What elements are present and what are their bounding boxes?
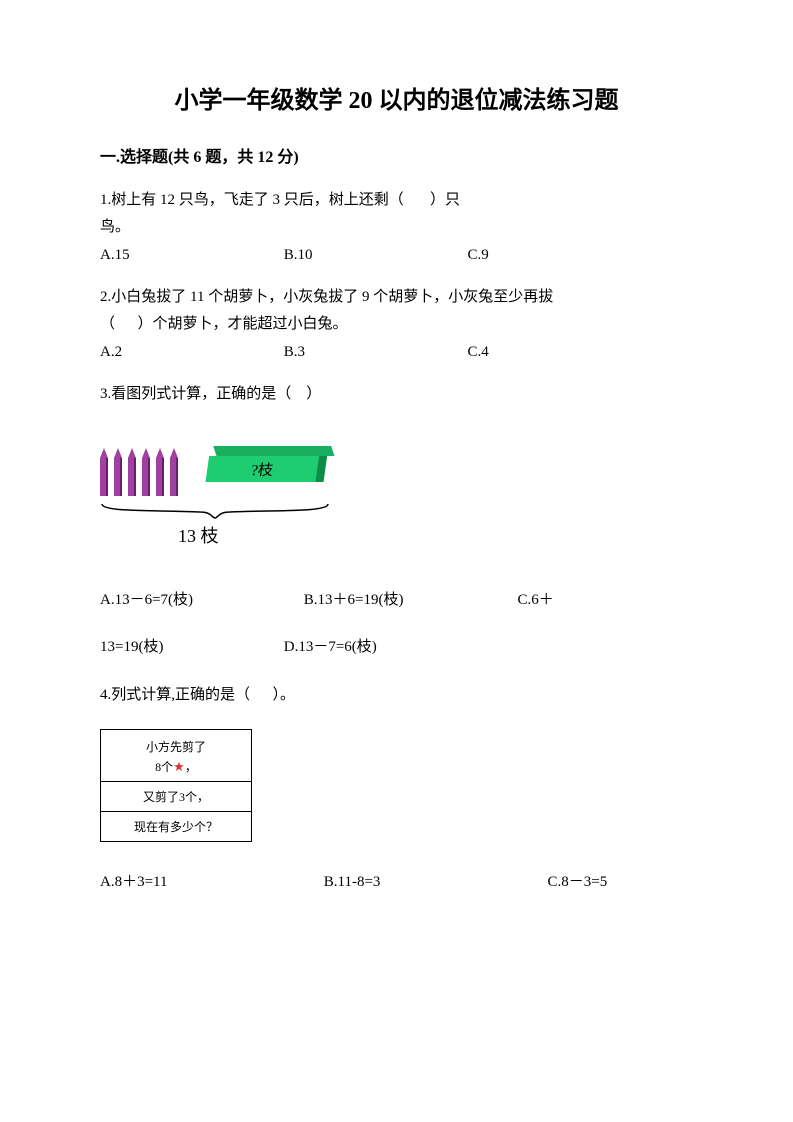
question-3-options-row2: 13=19(枝) D.13－7=6(枝): [100, 635, 693, 656]
q4-box-row1: 小方先剪了 8个★，: [101, 730, 251, 782]
question-3-text: 3.看图列式计算，正确的是（ ）: [100, 381, 693, 408]
brace-label: 13 枝: [178, 522, 219, 548]
question-2-options: A.2 B.3 C.4: [100, 344, 693, 361]
page: 小学一年级数学 20 以内的退位减法练习题 一.选择题(共 6 题，共 12 分…: [0, 0, 793, 1122]
question-1-options: A.15 B.10 C.9: [100, 247, 693, 264]
q3-option-b: B.13＋6=19(枝): [304, 588, 514, 609]
q3-option-c-part2: 13=19(枝): [100, 635, 280, 656]
q4-box-row2: 又剪了3个，: [101, 782, 251, 812]
q4-option-a: A.8＋3=11: [100, 870, 320, 891]
q4-row1-line2: 8个★，: [155, 758, 197, 775]
curly-brace-icon: [100, 502, 330, 520]
q4-option-b: B.11-8=3: [324, 874, 544, 891]
q4-row1-suffix: ，: [185, 760, 197, 774]
pencils-group: [100, 448, 178, 496]
question-4-options: A.8＋3=11 B.11-8=3 C.8－3=5: [100, 870, 693, 891]
pencil-icon: [142, 448, 150, 496]
q3-option-d: D.13－7=6(枝): [284, 635, 484, 656]
q4-box-row3: 现在有多少个？: [101, 812, 251, 841]
eraser-box: ?枝: [205, 446, 328, 482]
eraser-front: ?枝: [205, 456, 327, 482]
question-3-figure: ?枝 13 枝: [100, 428, 400, 558]
eraser-top: [213, 446, 334, 456]
question-1-text: 1.树上有 12 只鸟，飞走了 3 只后，树上还剩（ ）只 鸟。: [100, 187, 693, 241]
star-icon: ★: [173, 759, 185, 774]
q2-option-a: A.2: [100, 344, 280, 361]
section-heading-1: 一.选择题(共 6 题，共 12 分): [100, 143, 693, 167]
q3-option-c-part1: C.6＋: [518, 588, 598, 609]
pencil-icon: [100, 448, 108, 496]
q1-option-b: B.10: [284, 247, 464, 264]
q4-option-c: C.8－3=5: [548, 870, 668, 891]
question-2-text: 2.小白兔拔了 11 个胡萝卜，小灰兔拔了 9 个胡萝卜，小灰兔至少再拔 （ ）…: [100, 284, 693, 338]
q2-option-c: C.4: [468, 344, 618, 361]
q2-option-b: B.3: [284, 344, 464, 361]
eraser-label: ?枝: [250, 459, 275, 480]
q4-row1-prefix: 8个: [155, 760, 173, 774]
q3-option-a: A.13－6=7(枝): [100, 588, 300, 609]
q4-row1-line1: 小方先剪了: [109, 738, 243, 755]
pencil-icon: [170, 448, 178, 496]
question-4-figure: 小方先剪了 8个★， 又剪了3个， 现在有多少个？: [100, 729, 252, 842]
pencil-icon: [156, 448, 164, 496]
pencil-icon: [114, 448, 122, 496]
pencil-icon: [128, 448, 136, 496]
q1-option-a: A.15: [100, 247, 280, 264]
question-3-options-row1: A.13－6=7(枝) B.13＋6=19(枝) C.6＋: [100, 588, 693, 609]
document-title: 小学一年级数学 20 以内的退位减法练习题: [100, 80, 693, 115]
q1-option-c: C.9: [468, 247, 618, 264]
question-4-text: 4.列式计算,正确的是（ ）。: [100, 682, 693, 709]
